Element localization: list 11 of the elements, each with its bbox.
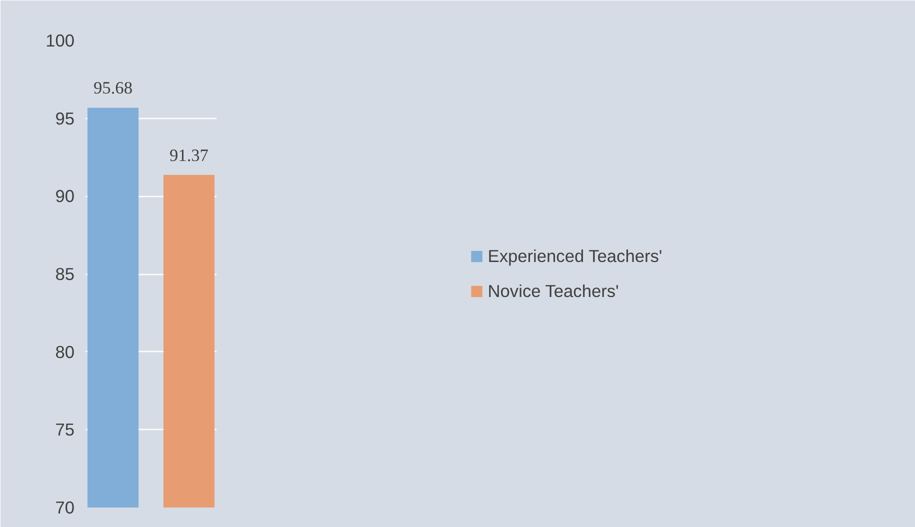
legend-label: Novice Teachers' xyxy=(488,280,619,302)
y-tick-label: 75 xyxy=(55,420,75,440)
data-label: 95.68 xyxy=(94,78,133,98)
y-tick-label: 85 xyxy=(55,264,75,284)
y-tick-label: 100 xyxy=(46,30,75,50)
data-label: 91.37 xyxy=(169,146,209,165)
y-tick-label: 95 xyxy=(55,108,75,128)
y-tick-label: 80 xyxy=(55,342,75,362)
legend-label: Experienced Teachers' xyxy=(488,246,662,266)
y-tick-label: 70 xyxy=(55,498,75,518)
y-tick-label: 90 xyxy=(55,186,75,206)
